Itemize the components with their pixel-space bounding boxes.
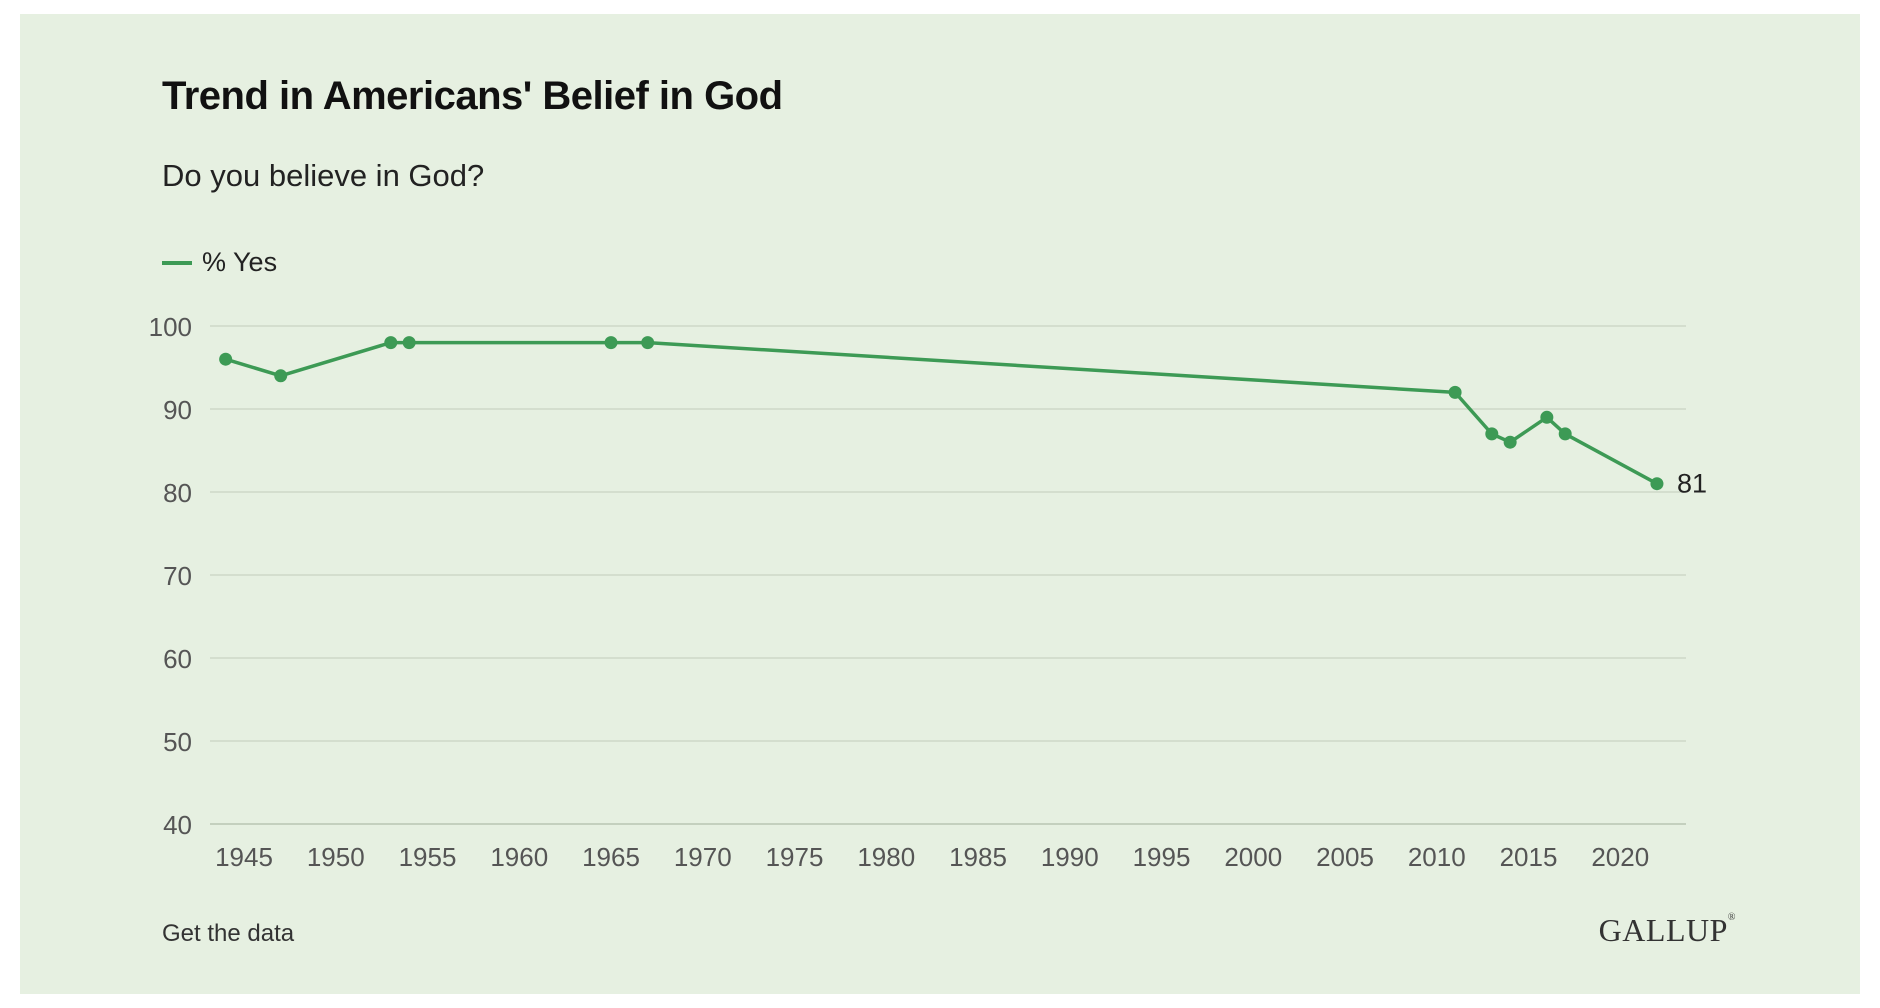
chart-subtitle: Do you believe in God?	[162, 158, 485, 193]
y-tick-label: 50	[163, 727, 192, 757]
x-tick-label: 1960	[490, 842, 548, 872]
x-tick-label: 1955	[399, 842, 457, 872]
gallup-logo-text: GALLUP	[1598, 912, 1728, 948]
data-point	[1558, 427, 1572, 441]
data-point	[219, 352, 233, 366]
legend: % Yes	[162, 247, 277, 278]
end-value-label: 81	[1677, 469, 1707, 499]
y-tick-label: 90	[163, 395, 192, 425]
y-tick-label: 100	[149, 312, 192, 342]
y-tick-label: 60	[163, 644, 192, 674]
data-point	[1448, 385, 1462, 399]
x-tick-label: 1965	[582, 842, 640, 872]
data-labels: 81	[1677, 469, 1707, 499]
series-yes	[219, 336, 1664, 491]
x-tick-label: 1985	[949, 842, 1007, 872]
data-point	[604, 336, 618, 350]
data-point	[1540, 410, 1554, 424]
x-tick-label: 2000	[1224, 842, 1282, 872]
gridlines	[210, 325, 1686, 825]
data-point	[1650, 477, 1664, 491]
x-tick-label: 1945	[215, 842, 273, 872]
gallup-logo: GALLUP®	[1598, 912, 1736, 948]
x-tick-label: 1970	[674, 842, 732, 872]
y-axis: 40 50 60 70 80 90 100	[149, 312, 192, 840]
data-point	[402, 336, 416, 350]
chart-title: Trend in Americans' Belief in God	[162, 74, 783, 118]
x-tick-label: 2020	[1591, 842, 1649, 872]
data-point	[1503, 435, 1517, 449]
x-tick-label: 2010	[1408, 842, 1466, 872]
x-tick-label: 1990	[1041, 842, 1099, 872]
y-tick-label: 70	[163, 561, 192, 591]
get-data-link[interactable]: Get the data	[162, 920, 295, 947]
data-point	[641, 336, 655, 350]
data-point	[384, 336, 398, 350]
chart-card: Trend in Americans' Belief in God Do you…	[20, 14, 1860, 994]
x-tick-label: 1950	[307, 842, 365, 872]
x-tick-label: 1980	[857, 842, 915, 872]
y-tick-label: 40	[163, 810, 192, 840]
x-axis: 1945 1950 1955 1960 1965 1970 1975 1980 1985 1990…	[215, 842, 1649, 872]
data-point	[274, 369, 288, 383]
x-tick-label: 2005	[1316, 842, 1374, 872]
series-line	[223, 340, 1659, 486]
line-chart: 40 50 60 70 80 90 100 1945 1950 1955 1960 1965 1970…	[149, 312, 1707, 872]
x-tick-label: 1975	[766, 842, 824, 872]
legend-label: % Yes	[202, 247, 278, 277]
data-point	[1485, 427, 1499, 441]
x-tick-label: 1995	[1133, 842, 1191, 872]
legend-swatch	[162, 260, 192, 265]
y-tick-label: 80	[163, 478, 192, 508]
x-tick-label: 2015	[1500, 842, 1558, 872]
